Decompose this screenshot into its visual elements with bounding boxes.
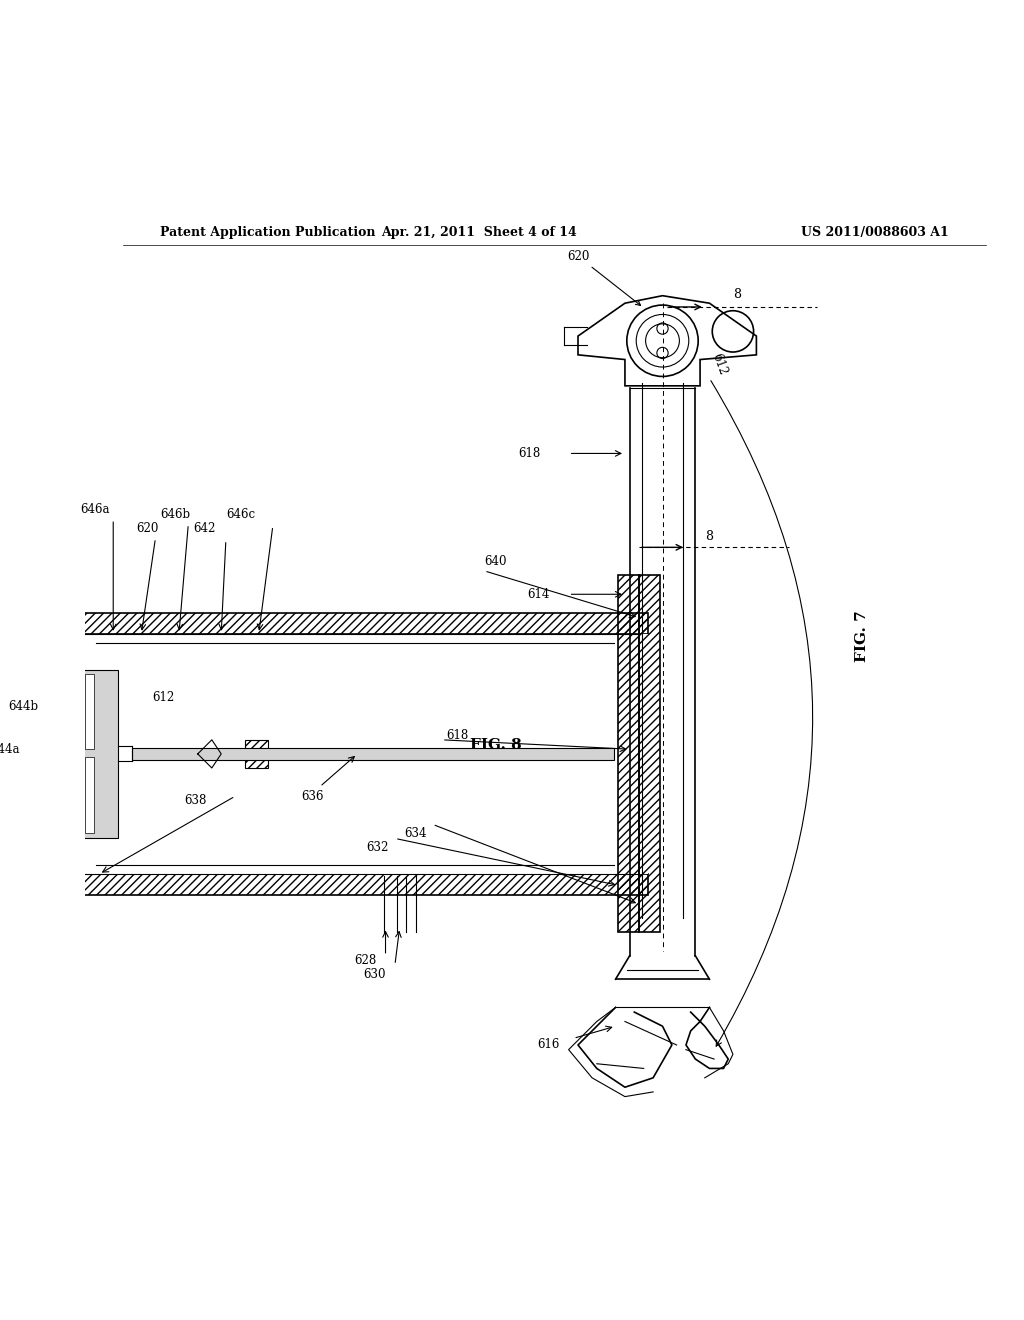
Text: 620: 620 — [567, 249, 641, 305]
Bar — [76, 634, 648, 874]
Text: 8: 8 — [705, 529, 713, 543]
Bar — [85, 675, 94, 750]
Text: 646a: 646a — [80, 503, 110, 516]
Text: 646b: 646b — [160, 508, 190, 521]
Text: 614: 614 — [527, 587, 550, 601]
Text: 616: 616 — [537, 1039, 559, 1052]
Text: 630: 630 — [364, 968, 385, 981]
Text: 612: 612 — [710, 351, 729, 378]
Text: 644b: 644b — [8, 701, 38, 713]
Bar — [80, 669, 118, 838]
Text: US 2011/0088603 A1: US 2011/0088603 A1 — [801, 226, 949, 239]
Text: FIG. 7: FIG. 7 — [855, 611, 869, 663]
Text: Apr. 21, 2011  Sheet 4 of 14: Apr. 21, 2011 Sheet 4 of 14 — [382, 226, 578, 239]
Text: FIG. 8: FIG. 8 — [470, 738, 522, 751]
Text: 644a: 644a — [0, 743, 19, 756]
Text: 618: 618 — [446, 729, 469, 742]
Text: 612: 612 — [152, 692, 174, 704]
Text: 640: 640 — [484, 554, 507, 568]
Text: 618: 618 — [518, 447, 541, 459]
Text: 638: 638 — [184, 795, 207, 808]
Text: 628: 628 — [354, 954, 376, 968]
Bar — [76, 612, 648, 634]
Text: 642: 642 — [194, 521, 215, 535]
Bar — [85, 756, 94, 833]
Bar — [132, 748, 613, 759]
Text: 636: 636 — [301, 789, 324, 803]
Text: 646c: 646c — [226, 508, 255, 521]
Bar — [76, 874, 648, 895]
Text: 620: 620 — [136, 521, 159, 535]
Bar — [245, 739, 268, 768]
Text: 632: 632 — [367, 841, 389, 854]
Text: Patent Application Publication: Patent Application Publication — [160, 226, 376, 239]
Bar — [618, 576, 639, 932]
Text: 8: 8 — [733, 288, 741, 301]
Bar — [639, 576, 659, 932]
Text: 634: 634 — [404, 828, 427, 841]
